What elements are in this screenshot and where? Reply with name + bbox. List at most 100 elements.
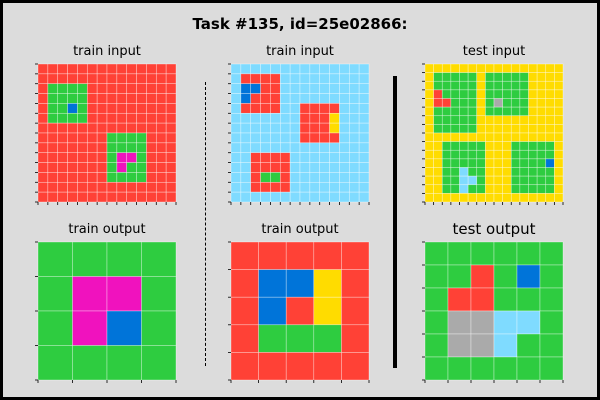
grid-cell [126,132,137,144]
grid-cell [155,181,167,193]
grid-cell [485,80,495,91]
grid-cell [447,356,472,381]
grid-cell [86,93,98,104]
grid-cell [510,106,521,117]
grid-cell [545,124,555,134]
grid-cell [536,175,547,186]
grid-cell [510,115,521,125]
grid-cell [260,162,271,173]
grid-cell [146,93,157,104]
grid-cell [250,191,261,203]
grid-cell [339,181,350,193]
grid-cell [165,122,177,134]
grid-cell [289,73,301,85]
grid-cell [441,63,452,73]
grid-cell [493,149,503,160]
grid-cell [450,124,460,134]
grid-cell [459,149,469,160]
grid-cell [240,112,252,124]
grid-cell [441,72,452,82]
grid-cell [539,264,564,289]
grid-cell [126,122,137,134]
grid-cell [289,162,301,173]
grid-cell [289,63,301,75]
grid-cell [47,162,59,173]
grid-cell [510,193,521,203]
grid-cell [358,83,370,94]
grid-cell [230,63,242,75]
grid-cell [299,172,311,183]
grid-cell [447,333,472,358]
grid-cell [230,93,242,104]
grid-cell [309,172,321,183]
grid-cell [47,152,59,163]
grid-cell [309,181,321,193]
grid-cell [485,63,495,73]
grid-cell [57,73,68,85]
grid-cell [67,162,78,173]
grid-cell [57,103,68,114]
grid-cell [510,80,521,91]
grid-cell [37,73,49,85]
grid-cell [348,152,360,163]
grid-cell [289,191,301,203]
grid-cell [433,158,443,168]
grid-cell [230,172,242,183]
grid-cell [106,345,142,381]
grid-cell [433,132,443,142]
grid-cell [554,141,564,151]
grid-cell [450,149,460,160]
grid-cell [270,63,281,75]
grid-cell [37,132,49,144]
grid-cell [57,63,68,75]
grid-cell [339,63,350,75]
grid-cell [329,152,340,163]
grid-cell [510,141,521,151]
grid-cell [339,172,350,183]
grid-cell [536,89,547,99]
grid-cell [250,181,261,193]
grid-cell [67,103,78,114]
grid-cell [165,63,177,75]
grid-cell [528,193,538,203]
grid-cell [433,106,443,117]
grid-cell [77,122,88,134]
grid-cell [230,181,242,193]
grid-cell [358,162,370,173]
grid-cell [539,356,564,381]
grid-cell [309,83,321,94]
grid-cell [279,93,291,104]
grid-cell [106,112,118,124]
grid-cell [240,93,252,104]
grid-cell [136,103,147,114]
grid-cell [165,73,177,85]
grid-cell [554,167,564,177]
grid-cell [116,132,128,144]
grid-cell [72,345,108,381]
grid-cell [358,103,370,114]
grid-cell [493,80,503,91]
grid-test-input [422,63,564,205]
grid-cell [319,142,330,154]
grid-cell [285,241,315,270]
grid-cell [433,193,443,203]
grid-cell [299,132,311,144]
grid-cell [57,93,68,104]
grid-cell [37,241,73,277]
grid-cell [476,141,486,151]
grid-cell [230,296,259,326]
grid-cell [47,73,59,85]
grid-cell [485,72,495,82]
grid-cell [348,132,360,144]
grid-cell [528,184,538,194]
grid-cell [230,112,242,124]
grid-cell [260,181,271,193]
grid-cell [67,132,78,144]
grid-cell [329,172,340,183]
grid-cell [493,98,503,108]
grid-cell [424,72,434,82]
grid-cell [165,112,177,124]
grid-cell [37,276,73,312]
grid-cell [136,73,147,85]
grid-cell [67,73,78,85]
